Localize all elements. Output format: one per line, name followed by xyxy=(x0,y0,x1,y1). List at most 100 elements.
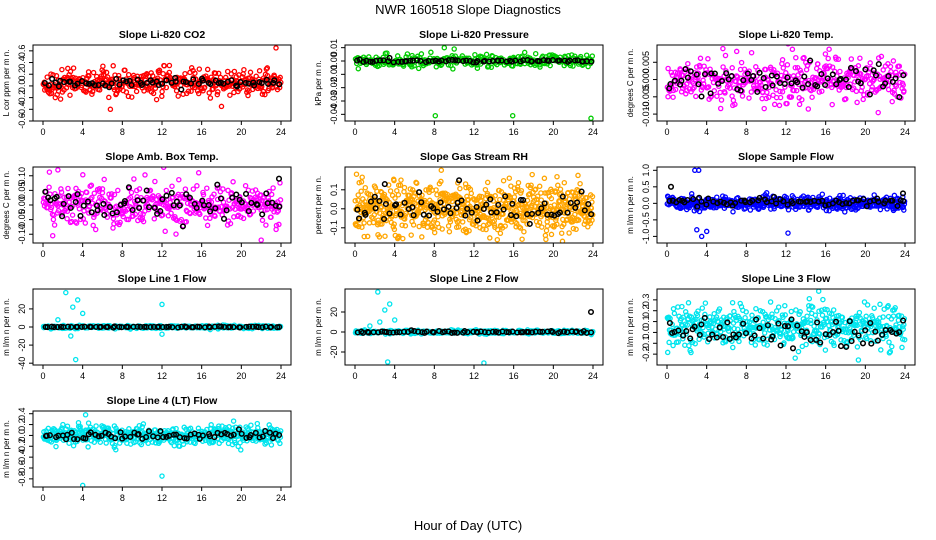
y-axis-label: degrees C per m n. xyxy=(2,171,11,239)
data-point-all xyxy=(806,295,813,302)
data-point-all xyxy=(57,96,64,102)
data-point-all xyxy=(782,302,788,309)
y-tick-label: -0.5 xyxy=(641,212,651,228)
data-point-all xyxy=(554,221,560,228)
data-point-all xyxy=(788,308,795,315)
data-point-hourly xyxy=(369,58,376,65)
data-point-hourly xyxy=(159,196,166,203)
data-point-all xyxy=(538,190,544,196)
x-tick-label: 0 xyxy=(352,127,357,137)
data-point-all xyxy=(188,88,194,94)
data-point-hourly xyxy=(769,82,776,89)
data-point-hourly xyxy=(769,333,776,340)
y-tick-label: 0.10 xyxy=(17,167,27,185)
x-tick-label: 20 xyxy=(236,127,246,137)
data-point-all xyxy=(863,313,869,320)
data-point-all xyxy=(677,67,684,73)
data-point-all xyxy=(819,312,826,318)
data-point-hourly xyxy=(67,78,74,85)
data-point-all xyxy=(106,94,112,101)
data-point-all xyxy=(825,55,831,62)
x-tick-label: 0 xyxy=(664,249,669,259)
data-point-all xyxy=(684,322,691,328)
data-point-all xyxy=(268,191,275,198)
data-point-all xyxy=(793,54,799,61)
data-point-all xyxy=(536,183,543,190)
data-point-all xyxy=(887,78,893,85)
data-point-hourly xyxy=(847,64,855,71)
x-tick-label: 16 xyxy=(821,249,831,259)
data-point-hourly xyxy=(868,340,875,347)
data-point-hourly xyxy=(694,203,701,210)
data-point-hourly xyxy=(354,206,361,213)
data-point-all xyxy=(769,311,775,317)
data-point-all xyxy=(200,191,207,198)
data-point-hourly xyxy=(711,70,718,77)
data-point-all xyxy=(840,192,846,199)
data-point-all xyxy=(391,177,397,184)
data-point-all xyxy=(380,54,386,61)
data-point-all xyxy=(457,185,463,192)
data-point-hourly-outlier xyxy=(456,177,463,184)
data-point-all xyxy=(561,179,568,186)
data-point-all xyxy=(513,220,520,227)
data-point-all xyxy=(691,84,697,91)
data-point-hourly xyxy=(380,215,388,223)
data-point-all-outlier xyxy=(451,46,457,52)
data-point-all xyxy=(762,66,769,73)
data-point-hourly xyxy=(163,192,170,199)
data-point-all xyxy=(438,178,444,185)
data-point-all xyxy=(766,314,772,320)
y-tick-label: -0.02 xyxy=(329,77,339,98)
data-point-hourly xyxy=(223,207,230,214)
data-point-hourly xyxy=(408,327,415,334)
data-point-all xyxy=(256,76,262,83)
data-point-all xyxy=(259,91,266,97)
data-point-hourly xyxy=(172,78,179,85)
data-point-all xyxy=(359,174,365,180)
data-point-all xyxy=(548,195,555,202)
data-point-hourly xyxy=(492,328,500,335)
data-point-hourly xyxy=(243,323,250,330)
data-point-hourly xyxy=(832,318,840,325)
data-point-all xyxy=(361,233,367,240)
data-point-hourly xyxy=(165,323,172,330)
panel-title: Slope Line 1 Flow xyxy=(118,273,208,285)
data-point-hourly xyxy=(242,190,250,197)
data-point-all xyxy=(665,93,671,100)
panel-3: Slope Li-820 Temp.degrees C per m n.0 4 8 1… xyxy=(626,29,916,137)
data-point-hourly xyxy=(788,80,795,87)
data-point-all xyxy=(173,231,179,237)
y-tick-label: 0.4 xyxy=(17,56,27,69)
data-point-hourly xyxy=(123,78,130,85)
data-point-all xyxy=(391,221,397,227)
data-point-all xyxy=(83,189,90,196)
data-point-all xyxy=(152,85,159,92)
data-point-all xyxy=(159,93,165,100)
data-point-all xyxy=(857,55,863,61)
data-point-all xyxy=(760,319,766,326)
data-point-all xyxy=(822,347,829,353)
data-point-all xyxy=(69,212,76,218)
data-point-hourly xyxy=(426,212,433,219)
data-point-hourly xyxy=(514,329,521,336)
data-point-all xyxy=(352,198,358,204)
y-tick-label: -0.03 xyxy=(329,91,339,112)
data-point-all xyxy=(521,228,527,235)
data-point-all xyxy=(50,216,57,223)
data-point-hourly xyxy=(709,331,716,338)
data-point-hourly xyxy=(691,323,698,330)
data-point-hourly xyxy=(86,80,93,87)
data-point-all xyxy=(575,217,582,223)
data-point-all xyxy=(726,325,732,331)
data-point-all xyxy=(91,190,98,197)
data-point-all xyxy=(262,91,268,98)
data-point-all xyxy=(671,310,678,317)
data-point-all xyxy=(355,223,362,230)
data-point-hourly xyxy=(581,207,588,214)
data-point-all xyxy=(82,220,89,226)
data-point-all-outlier xyxy=(384,359,391,365)
data-point-all xyxy=(390,224,397,230)
data-point-all xyxy=(277,74,283,81)
